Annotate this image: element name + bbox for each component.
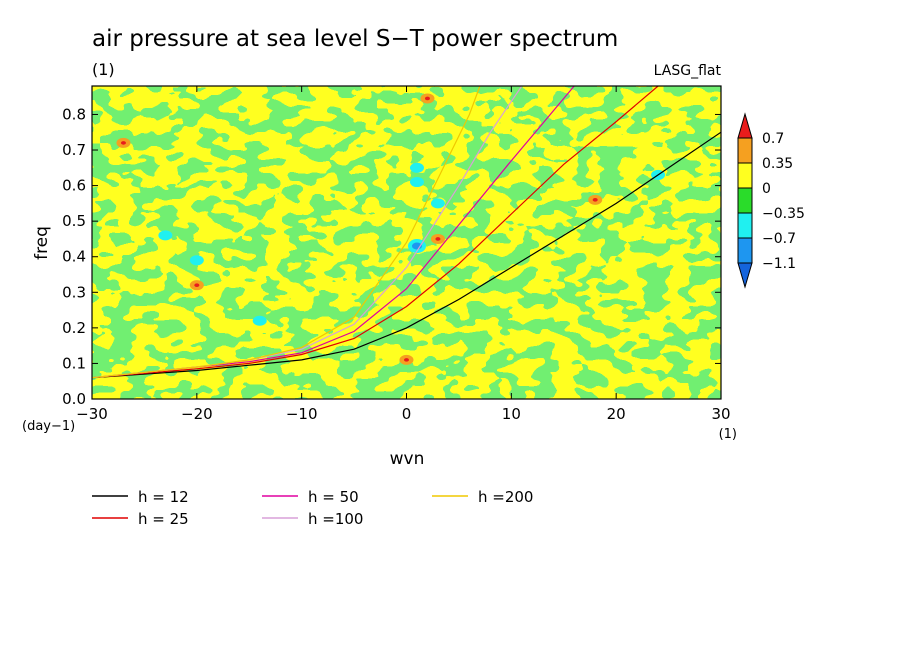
curve-h-25 (92, 86, 659, 379)
x-axis-label: wvn (390, 449, 425, 469)
x-tick-label: 0 (402, 405, 412, 423)
legend-label: h =200 (478, 488, 533, 506)
y-axis-unit: (day−1) (22, 419, 75, 434)
model-label: LASG_flat (654, 63, 722, 79)
anomaly-negative-8 (409, 177, 424, 188)
anomaly-negative-12 (252, 315, 267, 326)
y-tick-label: 0.5 (62, 212, 86, 230)
chart-subtitle: (1) (92, 60, 115, 79)
legend-label: h = 12 (138, 488, 189, 506)
y-tick-label: 0.1 (62, 354, 86, 372)
colorbar-segment (737, 162, 753, 189)
colorbar-label: 0 (762, 181, 771, 197)
colorbar-label: −0.35 (762, 206, 805, 222)
anomaly-negative-11 (189, 255, 204, 266)
anomaly-core-3 (194, 283, 200, 287)
anomaly-core-0 (424, 96, 430, 101)
colorbar-label: −0.7 (762, 231, 796, 247)
anomaly-markers (116, 93, 666, 365)
colorbar-label: 0.7 (762, 131, 784, 147)
curve-h-200 (92, 86, 481, 379)
colorbar-segment (737, 237, 753, 264)
colorbar-bottom-arrow (737, 262, 753, 289)
colorbar: 0.7 0.35 0 −0.35 −0.7 −1.1 (737, 112, 805, 289)
x-tick-label: 30 (711, 405, 730, 423)
y-tick-label: 0.0 (62, 390, 86, 408)
chart-title: air pressure at sea level S−T power spec… (92, 26, 618, 52)
legend-label: h =100 (308, 510, 363, 528)
x-tick-label: −10 (286, 405, 318, 423)
colorbar-top-arrow (737, 112, 753, 139)
x-tick-label: −20 (181, 405, 213, 423)
x-tick-label: −30 (76, 405, 108, 423)
anomaly-core-4 (120, 141, 126, 145)
y-tick-label: 0.6 (62, 177, 86, 195)
x-axis-unit: (1) (719, 427, 737, 442)
y-tick-label: 0.8 (62, 105, 86, 123)
colorbar-segment (737, 212, 753, 239)
legend: h = 12 h = 25 h = 50 h =100 h =200 (92, 488, 533, 528)
y-tick-label: 0.3 (62, 283, 86, 301)
colorbar-segment (737, 137, 753, 164)
y-tick-label: 0.2 (62, 319, 86, 337)
y-tick-label: 0.4 (62, 248, 86, 266)
plot-area (92, 86, 721, 399)
curve-h-50 (92, 86, 575, 379)
colorbar-label: −1.1 (762, 256, 796, 272)
anomaly-negative-10 (158, 230, 173, 241)
legend-label: h = 25 (138, 510, 189, 528)
dispersion-curves (92, 86, 721, 379)
legend-label: h = 50 (308, 488, 359, 506)
y-axis: 0.0 0.1 0.2 0.3 0.4 0.5 0.6 0.7 0.8 (62, 105, 721, 408)
y-axis-label: freq (32, 226, 52, 260)
x-tick-label: 10 (502, 405, 521, 423)
anomaly-negative-9 (430, 198, 445, 209)
anomaly-negative-7 (409, 162, 424, 173)
x-axis: −30 −20 −10 0 10 20 30 (76, 86, 731, 423)
anomaly-core-1 (404, 358, 409, 362)
anomaly-core-5 (592, 198, 598, 202)
curve-h-12 (92, 131, 721, 379)
x-tick-label: 20 (607, 405, 626, 423)
anomaly-core-2 (435, 237, 441, 241)
y-tick-label: 0.7 (62, 141, 86, 159)
colorbar-segment (737, 187, 753, 214)
colorbar-label: 0.35 (762, 156, 793, 172)
